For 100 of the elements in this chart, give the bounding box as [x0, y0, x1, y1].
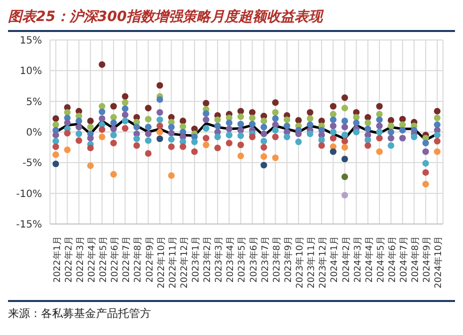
point: [110, 132, 117, 138]
point: [214, 116, 221, 124]
point: [214, 134, 221, 140]
point: [341, 156, 348, 162]
point: [168, 136, 175, 143]
x-tick-label: 2022年5月: [98, 236, 110, 283]
point: [191, 138, 198, 146]
point: [434, 132, 441, 138]
point: [364, 114, 372, 121]
y-tick-label: -10%: [16, 188, 42, 200]
point: [376, 102, 383, 110]
x-tick-label: 2024年6月: [386, 236, 398, 283]
x-tick-label: 2023年7月: [260, 236, 271, 283]
point: [168, 124, 175, 130]
x-tick-label: 2024年2月: [340, 236, 352, 283]
point: [330, 128, 336, 136]
point: [306, 130, 314, 138]
point: [272, 99, 279, 106]
point: [76, 130, 82, 138]
point: [237, 108, 244, 114]
point: [341, 138, 348, 144]
point: [364, 142, 372, 149]
point: [226, 120, 232, 126]
point: [237, 126, 244, 134]
point: [168, 130, 175, 137]
x-tick-label: 2024年9月: [422, 236, 433, 283]
point: [376, 148, 383, 155]
point: [122, 112, 128, 118]
point: [202, 116, 210, 124]
point: [260, 138, 268, 144]
x-tick-label: 2022年3月: [74, 236, 86, 283]
point: [434, 138, 441, 144]
point: [202, 110, 210, 117]
point: [52, 160, 60, 168]
point: [364, 126, 372, 132]
point: [422, 140, 429, 146]
point: [388, 128, 394, 136]
point: [272, 154, 279, 162]
point: [156, 82, 164, 89]
point: [133, 124, 140, 130]
point: [98, 61, 106, 68]
point: [376, 128, 383, 136]
x-tick-label: 2023年11月: [306, 236, 318, 288]
point: [76, 124, 82, 130]
point: [122, 105, 128, 112]
y-tick-label: -15%: [16, 220, 42, 231]
point: [87, 118, 94, 124]
point: [122, 99, 128, 106]
point: [306, 121, 314, 128]
x-tick-label: 2023年10月: [294, 236, 306, 288]
point: [191, 148, 198, 155]
point: [272, 126, 279, 134]
point: [52, 132, 60, 138]
point: [98, 126, 106, 133]
point: [180, 123, 186, 130]
point: [295, 130, 302, 138]
point: [399, 126, 406, 134]
point: [110, 126, 117, 132]
point: [272, 109, 279, 116]
point: [156, 96, 164, 103]
point: [318, 142, 325, 149]
point: [330, 116, 336, 124]
point: [248, 120, 256, 128]
x-tick-label: 2023年2月: [202, 236, 214, 283]
point: [434, 121, 441, 128]
point: [422, 169, 429, 176]
point: [237, 120, 244, 128]
y-tick-label: 10%: [20, 66, 42, 78]
point: [98, 102, 106, 110]
y-tick-label: 0%: [26, 128, 42, 139]
point: [272, 134, 279, 140]
point: [295, 138, 302, 146]
point: [144, 150, 152, 157]
point: [434, 114, 441, 122]
point: [260, 144, 268, 151]
point: [180, 143, 186, 150]
point: [353, 114, 360, 121]
x-tick-label: 2023年9月: [282, 236, 294, 283]
point: [330, 110, 336, 118]
point: [422, 180, 429, 188]
point: [260, 130, 268, 138]
point: [52, 151, 60, 158]
point: [168, 143, 175, 150]
point: [202, 134, 210, 142]
point: [237, 152, 244, 160]
point: [295, 117, 302, 124]
point: [341, 132, 348, 138]
point: [422, 148, 429, 155]
point: [110, 120, 117, 126]
point: [87, 144, 94, 152]
point: [122, 125, 128, 132]
point: [341, 192, 348, 198]
point: [64, 130, 71, 137]
point: [110, 171, 117, 178]
x-tick-label: 2022年12月: [178, 236, 190, 288]
point: [376, 110, 383, 118]
point: [110, 114, 117, 121]
point: [144, 137, 152, 144]
point: [376, 134, 383, 142]
point: [364, 136, 372, 144]
